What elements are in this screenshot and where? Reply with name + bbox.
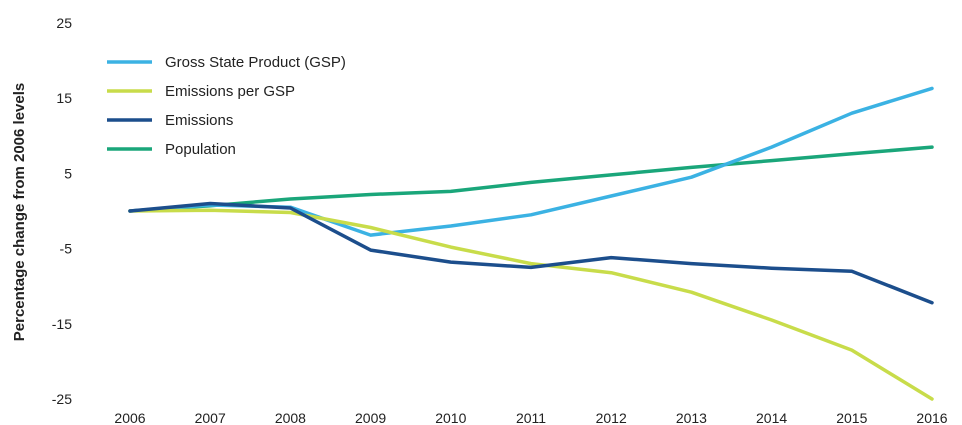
legend-label: Population	[165, 141, 236, 158]
series-line-population	[128, 145, 934, 213]
x-tick-label: 2013	[676, 410, 707, 425]
series-line-emissions-per-gsp	[128, 208, 934, 401]
legend-label: Emissions	[165, 112, 233, 129]
y-axis-ticks: 25 15 5 -5 -15 -25	[52, 15, 72, 407]
y-tick-label: -25	[52, 391, 72, 407]
x-axis-ticks: 2006 2007 2008 2009 2010 2011 2012 2013 2014 2015…	[114, 410, 947, 425]
x-tick-label: 2012	[596, 410, 627, 425]
y-tick-label: 15	[56, 90, 72, 106]
legend-label: Gross State Product (GSP)	[165, 54, 346, 71]
x-tick-label: 2007	[195, 410, 226, 425]
x-tick-label: 2008	[275, 410, 306, 425]
y-tick-label: 25	[56, 15, 72, 31]
x-tick-label: 2014	[756, 410, 787, 425]
x-tick-label: 2016	[916, 410, 947, 425]
x-tick-label: 2011	[516, 410, 546, 425]
series-line-emissions	[128, 201, 934, 305]
y-tick-label: -15	[52, 316, 72, 332]
y-axis-label: Percentage change from 2006 levels	[11, 83, 28, 341]
x-tick-label: 2009	[355, 410, 386, 425]
x-tick-label: 2006	[114, 410, 145, 425]
y-tick-label: 5	[64, 165, 72, 181]
x-tick-label: 2010	[435, 410, 466, 425]
series-lines	[128, 86, 934, 401]
legend-label: Emissions per GSP	[165, 83, 295, 100]
legend: Gross State Product (GSP) Emissions per G…	[107, 54, 346, 158]
y-tick-label: -5	[60, 241, 73, 257]
x-tick-label: 2015	[836, 410, 867, 425]
